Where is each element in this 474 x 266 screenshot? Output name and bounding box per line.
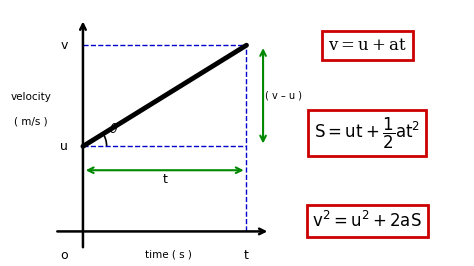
Text: t: t — [162, 173, 167, 186]
Text: v: v — [60, 39, 68, 52]
Text: time ( s ): time ( s ) — [145, 249, 191, 259]
Text: u: u — [60, 140, 68, 153]
Text: velocity: velocity — [10, 92, 51, 102]
Text: $\mathregular{v = u + at}$: $\mathregular{v = u + at}$ — [328, 37, 407, 54]
Text: $\theta$: $\theta$ — [109, 122, 118, 136]
Text: ( v – u ): ( v – u ) — [265, 91, 302, 101]
Text: t: t — [244, 249, 249, 262]
Text: ( m/s ): ( m/s ) — [14, 116, 47, 126]
Text: $\mathrm{S = ut + \dfrac{1}{2}at^{2}}$: $\mathrm{S = ut + \dfrac{1}{2}at^{2}}$ — [314, 115, 420, 151]
Text: o: o — [60, 249, 68, 262]
Text: $\mathrm{v^{2} = u^{2} + 2aS}$: $\mathrm{v^{2} = u^{2} + 2aS}$ — [312, 211, 422, 231]
